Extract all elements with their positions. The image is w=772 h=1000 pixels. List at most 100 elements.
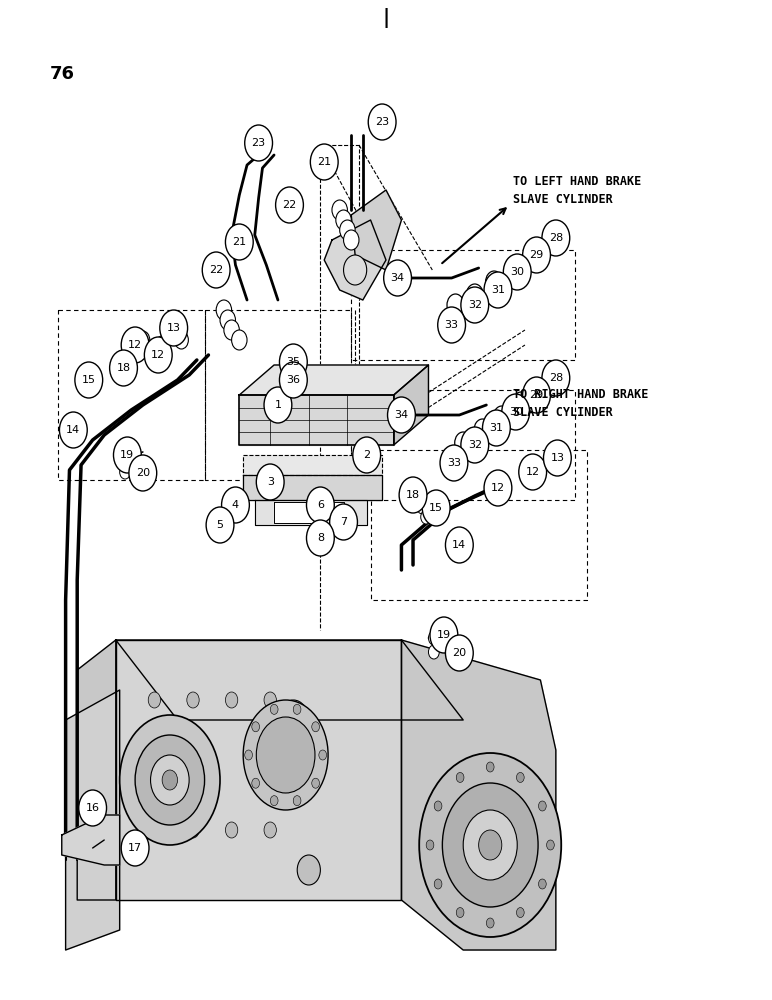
Circle shape: [225, 692, 238, 708]
Text: TO RIGHT HAND BRAKE
SLAVE CYLINDER: TO RIGHT HAND BRAKE SLAVE CYLINDER: [513, 388, 648, 419]
Circle shape: [442, 783, 538, 907]
Circle shape: [430, 617, 458, 653]
Circle shape: [151, 755, 189, 805]
Polygon shape: [255, 500, 367, 525]
Text: 15: 15: [82, 375, 96, 385]
Circle shape: [344, 230, 359, 250]
Circle shape: [434, 879, 442, 889]
Circle shape: [516, 908, 524, 918]
Circle shape: [220, 310, 235, 330]
Circle shape: [306, 520, 334, 556]
Text: 6: 6: [317, 500, 324, 510]
Text: 19: 19: [120, 450, 134, 460]
Circle shape: [174, 331, 188, 349]
Text: 34: 34: [394, 410, 408, 420]
Text: 2: 2: [363, 450, 371, 460]
Circle shape: [484, 272, 512, 308]
Circle shape: [245, 750, 252, 760]
Circle shape: [479, 830, 502, 860]
Polygon shape: [116, 640, 401, 900]
Circle shape: [256, 717, 315, 793]
Circle shape: [466, 284, 483, 306]
Text: 29: 29: [530, 390, 543, 400]
Circle shape: [422, 490, 450, 526]
Circle shape: [344, 255, 367, 285]
Polygon shape: [66, 690, 120, 950]
Circle shape: [368, 104, 396, 140]
Circle shape: [270, 704, 278, 714]
Polygon shape: [239, 365, 428, 395]
Circle shape: [276, 187, 303, 223]
Circle shape: [312, 778, 320, 788]
Circle shape: [384, 260, 411, 296]
Circle shape: [135, 735, 205, 825]
Circle shape: [426, 840, 434, 850]
Circle shape: [455, 432, 472, 454]
Polygon shape: [116, 640, 463, 720]
Circle shape: [532, 379, 549, 401]
Text: 12: 12: [151, 350, 165, 360]
Text: 28: 28: [549, 373, 563, 383]
Text: 36: 36: [286, 375, 300, 385]
Polygon shape: [239, 395, 394, 445]
Text: 31: 31: [489, 423, 503, 433]
Circle shape: [516, 772, 524, 782]
Polygon shape: [274, 502, 344, 523]
Circle shape: [264, 692, 276, 708]
Text: 30: 30: [509, 407, 523, 417]
Text: 34: 34: [391, 273, 405, 283]
Text: 29: 29: [530, 250, 543, 260]
Polygon shape: [351, 190, 401, 270]
Circle shape: [270, 796, 278, 806]
Circle shape: [445, 527, 473, 563]
Text: 13: 13: [167, 323, 181, 333]
Text: 17: 17: [128, 843, 142, 853]
Circle shape: [417, 500, 428, 514]
Circle shape: [319, 750, 327, 760]
Circle shape: [222, 487, 249, 523]
Circle shape: [148, 822, 161, 838]
Text: 18: 18: [406, 490, 420, 500]
Circle shape: [539, 801, 547, 811]
Circle shape: [551, 366, 568, 388]
Polygon shape: [243, 455, 382, 475]
Circle shape: [115, 365, 124, 377]
Text: 32: 32: [468, 440, 482, 450]
Circle shape: [306, 487, 334, 523]
Polygon shape: [324, 220, 386, 300]
Text: 3: 3: [266, 477, 274, 487]
Text: 4: 4: [232, 500, 239, 510]
Circle shape: [524, 244, 541, 266]
Circle shape: [113, 437, 141, 473]
Circle shape: [447, 294, 464, 316]
Text: 5: 5: [216, 520, 224, 530]
Circle shape: [486, 918, 494, 928]
Circle shape: [388, 397, 415, 433]
Circle shape: [482, 410, 510, 446]
Circle shape: [129, 455, 157, 491]
Text: 13: 13: [550, 453, 564, 463]
Circle shape: [121, 830, 149, 866]
Circle shape: [547, 840, 554, 850]
Circle shape: [340, 220, 355, 240]
Text: 32: 32: [468, 300, 482, 310]
Polygon shape: [77, 640, 116, 900]
Polygon shape: [243, 475, 382, 500]
Text: 20: 20: [452, 648, 466, 658]
Circle shape: [543, 229, 560, 251]
Circle shape: [155, 336, 169, 354]
Circle shape: [225, 822, 238, 838]
Circle shape: [187, 822, 199, 838]
Circle shape: [225, 224, 253, 260]
Circle shape: [252, 722, 259, 732]
Circle shape: [120, 451, 130, 465]
Circle shape: [493, 406, 510, 428]
Circle shape: [206, 507, 234, 543]
Circle shape: [59, 412, 87, 448]
Circle shape: [282, 365, 297, 385]
Circle shape: [245, 125, 273, 161]
Circle shape: [523, 237, 550, 273]
Circle shape: [121, 327, 149, 363]
Circle shape: [456, 772, 464, 782]
Text: 31: 31: [491, 285, 505, 295]
